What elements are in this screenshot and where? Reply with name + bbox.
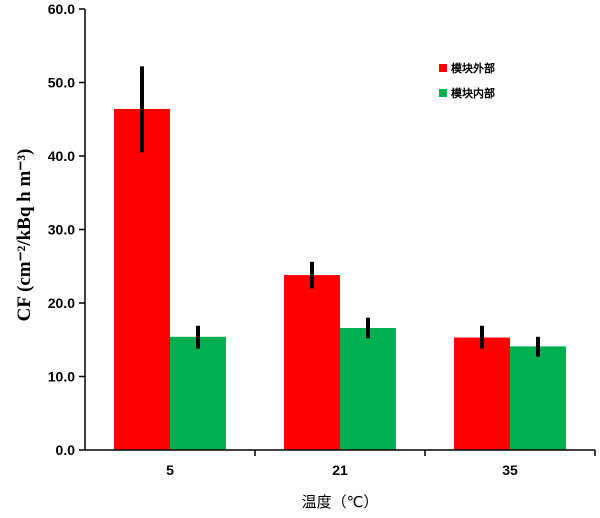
bar-35-0 (454, 337, 510, 450)
y-tick-label: 60.0 (48, 1, 75, 17)
axes: 5 21 35 0.0 10.0 20.0 30.0 40.0 50.0 60.0 (48, 1, 596, 478)
y-tick-label: 20.0 (48, 295, 75, 311)
y-tick-label: 10.0 (48, 369, 75, 385)
legend: 模块外部 模块内部 (439, 61, 495, 100)
legend-label-outside: 模块外部 (451, 61, 495, 75)
legend-swatch-outside (439, 64, 447, 72)
bars (114, 66, 566, 451)
x-tick-label: 21 (332, 462, 348, 478)
bar-21-1 (340, 327, 396, 450)
x-tick-label: 5 (166, 462, 174, 478)
y-axis-label: CF (cm⁻²/kBq h m⁻³) (14, 149, 35, 322)
bar-21-0 (284, 275, 340, 450)
bar-5-0 (114, 108, 170, 451)
legend-swatch-inside (439, 89, 447, 97)
x-tick-label: 35 (502, 462, 518, 478)
y-tick-label: 30.0 (48, 222, 75, 238)
y-tick-label: 0.0 (56, 442, 76, 458)
legend-label-inside: 模块内部 (451, 86, 495, 100)
bar-35-1 (510, 346, 566, 450)
x-axis-label: 温度（℃） (302, 493, 379, 511)
bar-5-1 (170, 336, 226, 450)
y-tick-label: 50.0 (48, 75, 75, 91)
y-tick-label: 40.0 (48, 148, 75, 164)
